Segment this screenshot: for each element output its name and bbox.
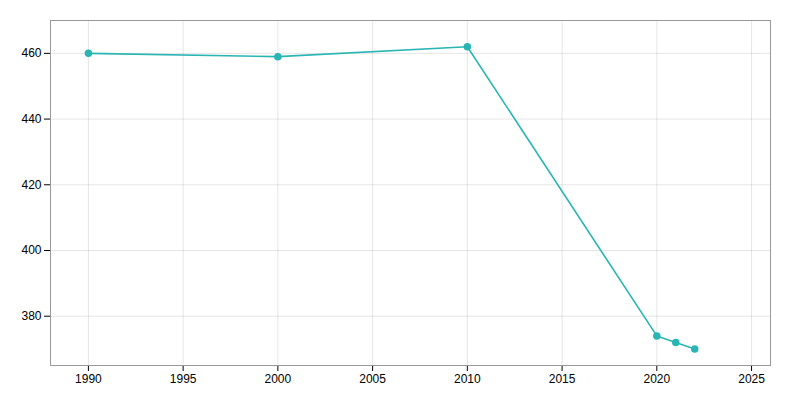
svg-text:1990: 1990 [75, 372, 102, 386]
svg-text:2010: 2010 [454, 372, 481, 386]
svg-text:2005: 2005 [359, 372, 386, 386]
svg-text:420: 420 [21, 178, 41, 192]
svg-text:380: 380 [21, 309, 41, 323]
svg-text:400: 400 [21, 243, 41, 257]
svg-text:1995: 1995 [170, 372, 197, 386]
svg-text:2000: 2000 [265, 372, 292, 386]
svg-text:2015: 2015 [549, 372, 576, 386]
svg-text:460: 460 [21, 46, 41, 60]
svg-text:440: 440 [21, 112, 41, 126]
svg-text:2020: 2020 [643, 372, 670, 386]
svg-text:2025: 2025 [738, 372, 765, 386]
